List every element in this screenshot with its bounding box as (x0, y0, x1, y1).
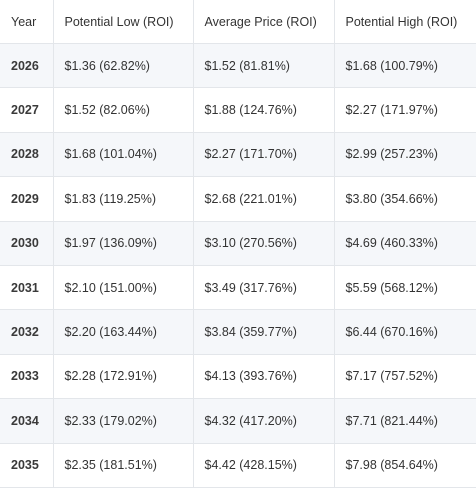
header-potential-high: Potential High (ROI) (334, 0, 476, 44)
potential-low-cell: $1.36 (62.82%) (53, 43, 194, 89)
potential-low-cell: $2.20 (163.44%) (53, 309, 194, 355)
year-cell: 2035 (0, 443, 54, 488)
table-row: 2031 $2.10 (151.00%) $3.49 (317.76%) $5.… (0, 265, 476, 311)
table-header: Year Potential Low (ROI) Average Price (… (0, 0, 476, 44)
year-cell: 2029 (0, 176, 54, 222)
potential-low-cell: $2.33 (179.02%) (53, 398, 194, 444)
average-price-cell: $1.88 (124.76%) (193, 87, 335, 133)
table-row: 2035 $2.35 (181.51%) $4.42 (428.15%) $7.… (0, 443, 476, 488)
average-price-cell: $3.84 (359.77%) (193, 309, 335, 355)
table-row: 2029 $1.83 (119.25%) $2.68 (221.01%) $3.… (0, 176, 476, 222)
year-cell: 2034 (0, 398, 54, 444)
average-price-cell: $2.68 (221.01%) (193, 176, 335, 222)
year-cell: 2033 (0, 354, 54, 400)
potential-low-cell: $2.28 (172.91%) (53, 354, 194, 400)
potential-low-cell: $1.52 (82.06%) (53, 87, 194, 133)
table-row: 2026 $1.36 (62.82%) $1.52 (81.81%) $1.68… (0, 43, 476, 89)
potential-high-cell: $2.27 (171.97%) (334, 87, 476, 133)
potential-low-cell: $1.83 (119.25%) (53, 176, 194, 222)
average-price-cell: $3.10 (270.56%) (193, 221, 335, 266)
table-row: 2027 $1.52 (82.06%) $1.88 (124.76%) $2.2… (0, 87, 476, 133)
header-row: Year Potential Low (ROI) Average Price (… (0, 0, 476, 44)
potential-high-cell: $6.44 (670.16%) (334, 309, 476, 355)
potential-low-cell: $2.10 (151.00%) (53, 265, 194, 311)
header-year: Year (0, 0, 54, 44)
year-cell: 2026 (0, 43, 54, 89)
average-price-cell: $4.13 (393.76%) (193, 354, 335, 400)
potential-low-cell: $2.35 (181.51%) (53, 443, 194, 488)
table-row: 2028 $1.68 (101.04%) $2.27 (171.70%) $2.… (0, 132, 476, 178)
average-price-cell: $4.32 (417.20%) (193, 398, 335, 444)
average-price-cell: $3.49 (317.76%) (193, 265, 335, 311)
year-cell: 2027 (0, 87, 54, 133)
year-cell: 2028 (0, 132, 54, 178)
potential-high-cell: $2.99 (257.23%) (334, 132, 476, 178)
table-row: 2034 $2.33 (179.02%) $4.32 (417.20%) $7.… (0, 398, 476, 444)
year-cell: 2030 (0, 221, 54, 266)
table-row: 2030 $1.97 (136.09%) $3.10 (270.56%) $4.… (0, 221, 476, 266)
table-row: 2032 $2.20 (163.44%) $3.84 (359.77%) $6.… (0, 309, 476, 355)
average-price-cell: $4.42 (428.15%) (193, 443, 335, 488)
table-body: 2026 $1.36 (62.82%) $1.52 (81.81%) $1.68… (0, 43, 476, 488)
potential-high-cell: $3.80 (354.66%) (334, 176, 476, 222)
potential-high-cell: $7.71 (821.44%) (334, 398, 476, 444)
potential-low-cell: $1.68 (101.04%) (53, 132, 194, 178)
header-potential-low: Potential Low (ROI) (53, 0, 194, 44)
year-cell: 2031 (0, 265, 54, 311)
average-price-cell: $2.27 (171.70%) (193, 132, 335, 178)
potential-high-cell: $1.68 (100.79%) (334, 43, 476, 89)
potential-low-cell: $1.97 (136.09%) (53, 221, 194, 266)
average-price-cell: $1.52 (81.81%) (193, 43, 335, 89)
potential-high-cell: $5.59 (568.12%) (334, 265, 476, 311)
header-average-price: Average Price (ROI) (193, 0, 335, 44)
potential-high-cell: $7.98 (854.64%) (334, 443, 476, 488)
potential-high-cell: $7.17 (757.52%) (334, 354, 476, 400)
year-cell: 2032 (0, 309, 54, 355)
table-row: 2033 $2.28 (172.91%) $4.13 (393.76%) $7.… (0, 354, 476, 400)
potential-high-cell: $4.69 (460.33%) (334, 221, 476, 266)
